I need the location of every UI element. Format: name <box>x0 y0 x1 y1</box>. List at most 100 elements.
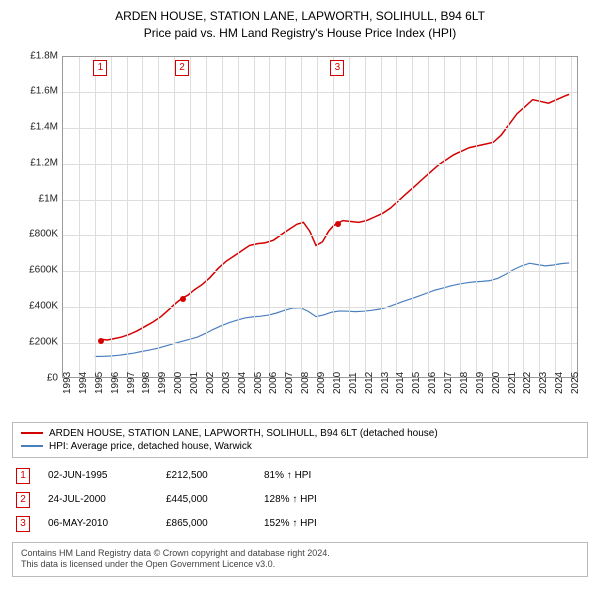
ytick-label: £1.2M <box>30 157 58 168</box>
xtick-label: 2022 <box>522 371 533 393</box>
xtick-label: 2006 <box>268 371 279 393</box>
xtick-label: 2015 <box>411 371 422 393</box>
ytick-label: £1.6M <box>30 86 58 97</box>
xtick-label: 2019 <box>475 371 486 393</box>
xtick-label: 1998 <box>141 371 152 393</box>
sales-pct: 152% ↑ HPI <box>264 518 374 529</box>
xtick-label: 2021 <box>507 371 518 393</box>
xtick-label: 2010 <box>332 371 343 393</box>
gridline-h <box>63 271 577 272</box>
gridline-v <box>174 57 175 377</box>
gridline-v <box>492 57 493 377</box>
price-chart: £0£200K£400K£600K£800K£1M£1.2M£1.4M£1.6M… <box>12 48 588 418</box>
sales-pct: 128% ↑ HPI <box>264 494 374 505</box>
sales-date: 06-MAY-2010 <box>48 518 148 529</box>
sale-marker: 3 <box>330 60 344 76</box>
sales-date: 02-JUN-1995 <box>48 470 148 481</box>
ytick-label: £1.4M <box>30 122 58 133</box>
gridline-v <box>95 57 96 377</box>
sales-marker-inline: 1 <box>16 468 30 484</box>
sales-price: £865,000 <box>166 518 246 529</box>
xtick-label: 2001 <box>189 371 200 393</box>
series-property <box>101 94 569 340</box>
gridline-v <box>142 57 143 377</box>
ytick-label: £800K <box>29 229 58 240</box>
sales-row: 102-JUN-1995£212,50081% ↑ HPI <box>12 464 588 488</box>
xtick-label: 2011 <box>348 372 359 394</box>
gridline-v <box>508 57 509 377</box>
legend: ARDEN HOUSE, STATION LANE, LAPWORTH, SOL… <box>12 422 588 458</box>
sales-date: 24-JUL-2000 <box>48 494 148 505</box>
legend-swatch <box>21 445 43 447</box>
attribution: Contains HM Land Registry data © Crown c… <box>12 542 588 577</box>
xtick-label: 1996 <box>110 371 121 393</box>
sale-marker: 2 <box>175 60 189 76</box>
gridline-v <box>539 57 540 377</box>
xtick-label: 2024 <box>554 371 565 393</box>
gridline-v <box>460 57 461 377</box>
sale-marker: 1 <box>93 60 107 76</box>
sales-row: 2 24-JUL-2000 £445,000 128% ↑ HPI <box>12 488 588 512</box>
gridline-v <box>254 57 255 377</box>
gridline-v <box>285 57 286 377</box>
gridline-h <box>63 128 577 129</box>
gridline-v <box>365 57 366 377</box>
gridline-h <box>63 92 577 93</box>
gridline-h <box>63 235 577 236</box>
gridline-v <box>269 57 270 377</box>
sales-marker-inline: 2 <box>16 492 30 508</box>
gridline-v <box>555 57 556 377</box>
sales-marker-inline: 3 <box>16 516 30 532</box>
ytick-label: £200K <box>29 336 58 347</box>
gridline-v <box>396 57 397 377</box>
page-subtitle: Price paid vs. HM Land Registry's House … <box>12 25 588 42</box>
legend-row: HPI: Average price, detached house, Warw… <box>21 440 579 453</box>
xtick-label: 1993 <box>62 371 73 393</box>
xtick-label: 2023 <box>538 371 549 393</box>
gridline-v <box>444 57 445 377</box>
gridline-v <box>238 57 239 377</box>
gridline-v <box>127 57 128 377</box>
page-title: ARDEN HOUSE, STATION LANE, LAPWORTH, SOL… <box>12 8 588 25</box>
gridline-h <box>63 307 577 308</box>
legend-swatch <box>21 432 43 434</box>
gridline-v <box>381 57 382 377</box>
sale-dot <box>335 221 341 227</box>
gridline-v <box>301 57 302 377</box>
legend-label: ARDEN HOUSE, STATION LANE, LAPWORTH, SOL… <box>49 428 438 439</box>
sale-dot <box>98 338 104 344</box>
gridline-h <box>63 164 577 165</box>
legend-row: ARDEN HOUSE, STATION LANE, LAPWORTH, SOL… <box>21 427 579 440</box>
ytick-label: £1.8M <box>30 50 58 61</box>
ytick-label: £0 <box>47 372 58 383</box>
gridline-h <box>63 200 577 201</box>
gridline-v <box>206 57 207 377</box>
xtick-label: 1994 <box>78 371 89 393</box>
xtick-label: 2007 <box>284 371 295 393</box>
sales-price: £445,000 <box>166 494 246 505</box>
gridline-v <box>476 57 477 377</box>
gridline-h <box>63 343 577 344</box>
gridline-v <box>571 57 572 377</box>
xtick-label: 2003 <box>221 371 232 393</box>
xtick-label: 1995 <box>94 371 105 393</box>
sales-row: 3 06-MAY-2010 £865,000 152% ↑ HPI <box>12 512 588 536</box>
xtick-label: 2008 <box>300 371 311 393</box>
xtick-label: 2020 <box>491 371 502 393</box>
xtick-label: 2004 <box>237 371 248 393</box>
xtick-label: 2014 <box>395 371 406 393</box>
gridline-v <box>222 57 223 377</box>
ytick-label: £600K <box>29 265 58 276</box>
xtick-label: 2009 <box>316 371 327 393</box>
legend-label: HPI: Average price, detached house, Warw… <box>49 441 252 452</box>
xtick-label: 1999 <box>157 371 168 393</box>
chart-lines <box>63 57 577 377</box>
xtick-label: 2002 <box>205 371 216 393</box>
xtick-label: 2025 <box>570 371 581 393</box>
sales-price: £212,500 <box>166 470 246 481</box>
attribution-line1: Contains HM Land Registry data © Crown c… <box>21 548 579 560</box>
xtick-label: 2016 <box>427 371 438 393</box>
ytick-label: £1M <box>39 193 58 204</box>
gridline-v <box>111 57 112 377</box>
xtick-label: 2013 <box>380 371 391 393</box>
